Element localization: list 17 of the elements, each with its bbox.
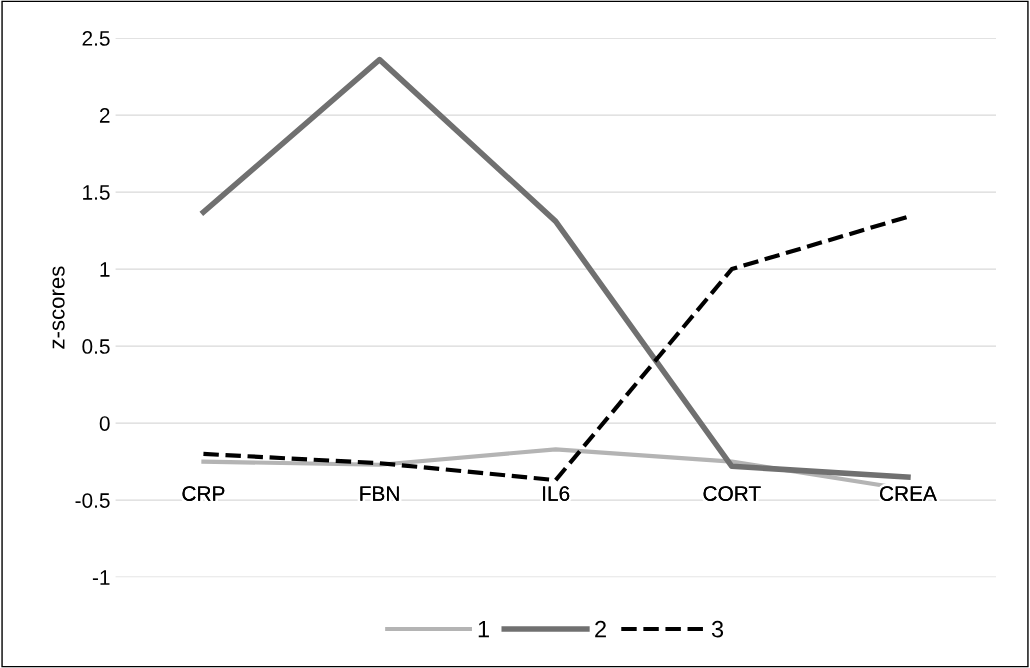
- x-tick-label: CRP: [182, 486, 225, 501]
- x-tick-label: FBN: [360, 486, 399, 501]
- legend-label: 1: [478, 621, 489, 638]
- y-tick-label: 0: [99, 416, 110, 431]
- y-tick-label: 0.5: [82, 339, 110, 354]
- x-tick-label: IL6: [543, 486, 570, 501]
- y-tick-label: 2: [99, 108, 110, 123]
- y-tick-label: 2.5: [82, 31, 110, 46]
- y-tick-label: -0.5: [75, 493, 110, 508]
- legend-label: 2: [595, 620, 606, 638]
- x-tick-label: CREA: [880, 486, 937, 501]
- y-tick-label: 1: [100, 262, 110, 277]
- y-axis-title: z-scores: [52, 266, 65, 349]
- y-tick-label: -1: [92, 570, 110, 585]
- y-tick-label: 1.5: [83, 185, 110, 200]
- x-tick-label: CORT: [703, 486, 761, 501]
- legend-label: 3: [711, 620, 724, 638]
